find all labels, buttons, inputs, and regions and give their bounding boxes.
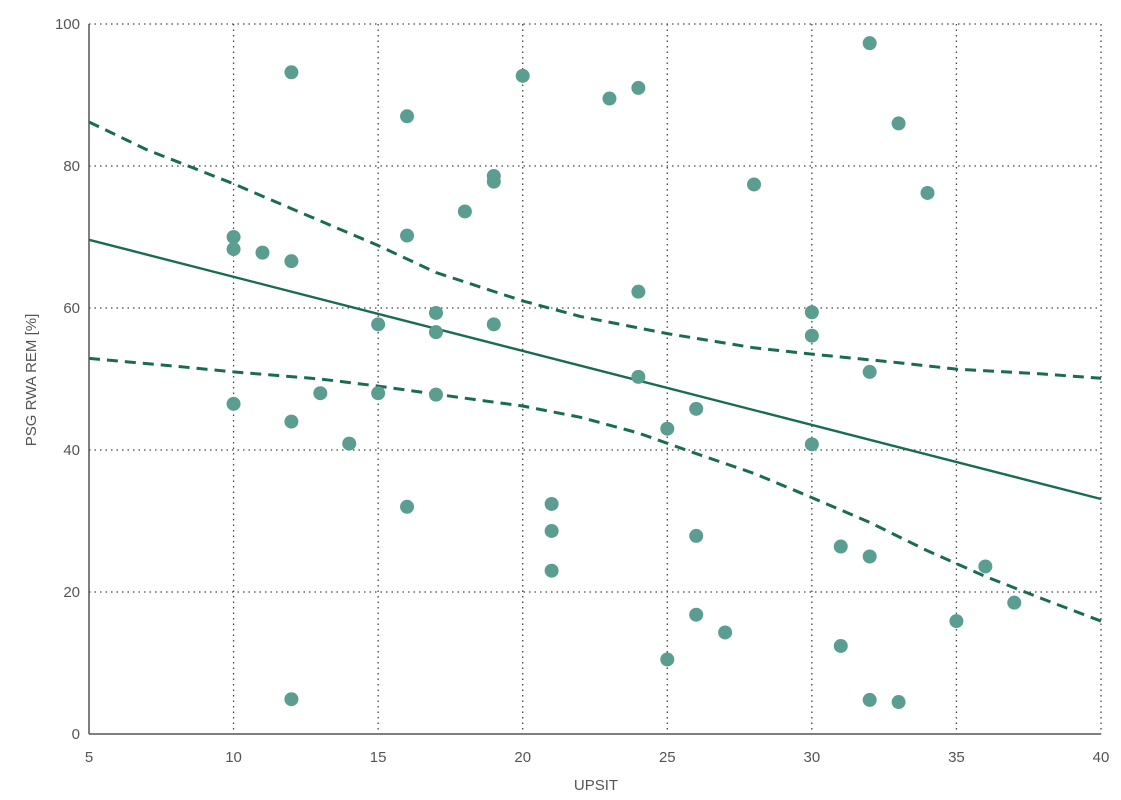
- y-tick-label: 100: [55, 16, 80, 33]
- data-point: [804, 305, 819, 320]
- data-point: [862, 364, 877, 379]
- grid: [89, 23, 1102, 734]
- data-point: [544, 523, 559, 538]
- data-point: [631, 284, 646, 299]
- data-point: [226, 242, 241, 257]
- data-point: [486, 174, 501, 189]
- x-tick-label: 25: [659, 749, 676, 766]
- data-point: [284, 692, 299, 707]
- data-point: [284, 414, 299, 429]
- data-point: [920, 185, 935, 200]
- data-point: [400, 109, 415, 124]
- y-tick-label: 20: [63, 584, 80, 601]
- fit-lines: [88, 120, 1102, 623]
- data-point: [833, 638, 848, 653]
- data-point: [862, 692, 877, 707]
- data-point: [891, 695, 906, 710]
- x-tick-label: 35: [948, 749, 965, 766]
- data-point: [400, 499, 415, 514]
- data-point: [515, 68, 530, 83]
- y-tick-label: 0: [72, 726, 80, 743]
- x-tick-label: 30: [804, 749, 821, 766]
- x-tick-label: 15: [370, 749, 387, 766]
- data-point: [400, 228, 415, 243]
- data-point: [833, 539, 848, 554]
- data-point: [284, 254, 299, 269]
- data-points: [226, 36, 1022, 710]
- data-point: [342, 436, 357, 451]
- x-axis-title: UPSIT: [574, 777, 618, 794]
- data-point: [255, 245, 270, 260]
- y-tick-label: 80: [63, 158, 80, 175]
- data-point: [949, 614, 964, 629]
- data-point: [486, 317, 501, 332]
- axes: [88, 24, 1101, 735]
- data-point: [747, 177, 762, 192]
- data-point: [284, 65, 299, 80]
- data-point: [602, 91, 617, 106]
- data-point: [428, 305, 443, 320]
- x-tick-label: 20: [514, 749, 531, 766]
- x-tick-label: 5: [85, 749, 93, 766]
- data-point: [660, 421, 675, 436]
- data-point: [804, 328, 819, 343]
- x-tick-label: 40: [1093, 749, 1110, 766]
- data-point: [862, 549, 877, 564]
- data-point: [689, 528, 704, 543]
- data-point: [457, 204, 472, 219]
- y-tick-label: 40: [63, 442, 80, 459]
- data-point: [226, 230, 241, 244]
- data-point: [978, 559, 993, 574]
- ci-lower-line: [88, 356, 1102, 623]
- data-point: [804, 437, 819, 452]
- x-tick-label: 10: [225, 749, 242, 766]
- data-point: [631, 369, 646, 384]
- data-point: [660, 652, 675, 667]
- data-point: [371, 317, 386, 332]
- y-axis-title: PSG RWA REM [%]: [23, 314, 40, 447]
- ci-upper-line: [88, 120, 1102, 380]
- data-point: [689, 607, 704, 622]
- data-point: [544, 563, 559, 578]
- data-point: [544, 496, 559, 511]
- y-tick-label: 60: [63, 300, 80, 317]
- data-point: [689, 401, 704, 416]
- data-point: [631, 80, 646, 95]
- regression-line: [88, 238, 1102, 501]
- data-point: [428, 325, 443, 340]
- data-point: [226, 396, 241, 411]
- tick-labels: 5 10 15 20 25 30 35 40 0 20 40 60 80 100: [55, 16, 1109, 766]
- data-point: [862, 36, 877, 51]
- data-point: [371, 386, 386, 401]
- data-point: [718, 625, 733, 640]
- data-point: [891, 116, 906, 131]
- data-point: [1007, 595, 1022, 610]
- data-point: [428, 387, 443, 402]
- data-point: [313, 386, 328, 401]
